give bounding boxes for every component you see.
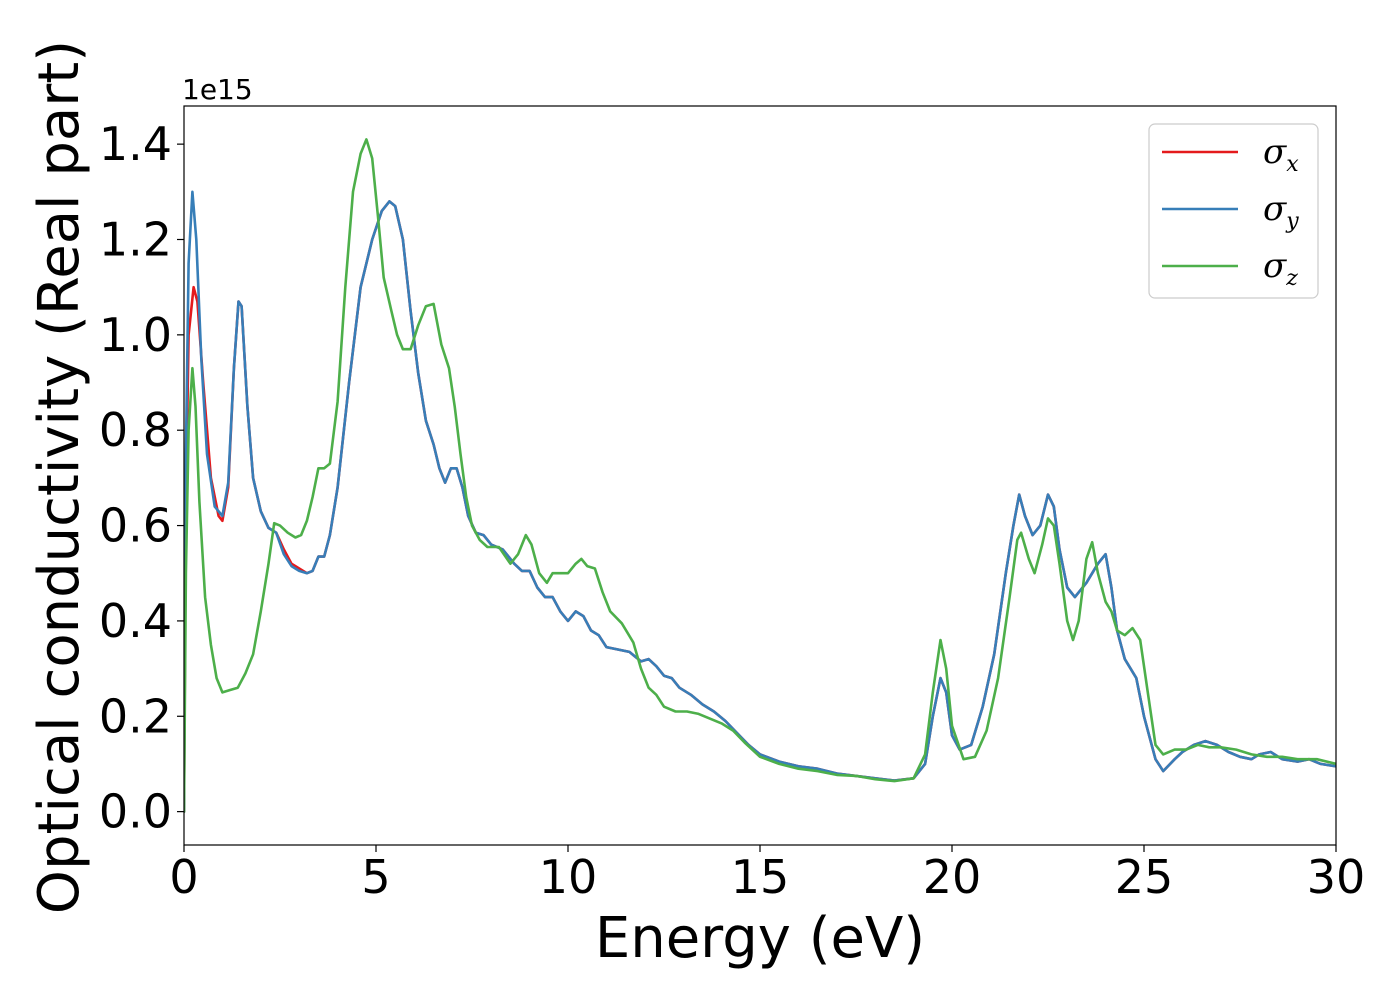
y-offset-label: 1e15 — [182, 73, 253, 106]
series-layer — [184, 138, 1336, 813]
legend-label-x: σx — [1263, 132, 1299, 177]
y-tick-label: 0.0 — [99, 785, 172, 839]
legend-label-z: σz — [1263, 246, 1298, 291]
x-tick-label: 20 — [923, 850, 982, 904]
x-tick-label: 15 — [731, 850, 790, 904]
x-tick-label: 0 — [169, 850, 198, 904]
x-tick-label: 30 — [1307, 850, 1366, 904]
series-line-y — [184, 190, 1336, 813]
y-tick-label: 1.2 — [99, 212, 172, 266]
x-axis: 0 5 10 15 20 25 30 — [169, 845, 1365, 904]
y-axis-label: Optical conductivity (Real part) — [27, 40, 92, 914]
y-tick-label: 0.8 — [99, 403, 172, 457]
legend-label-y: σy — [1263, 189, 1299, 234]
y-tick-label: 1.4 — [99, 117, 172, 171]
legend: σx σy σz — [1148, 123, 1319, 299]
x-axis-label: Energy (eV) — [595, 906, 925, 971]
x-tick-label: 5 — [361, 850, 390, 904]
y-tick-label: 1.0 — [99, 308, 172, 362]
x-tick-label: 10 — [539, 850, 598, 904]
x-tick-label: 25 — [1115, 850, 1174, 904]
y-tick-label: 0.2 — [99, 689, 172, 743]
series-line-z — [184, 138, 1336, 813]
y-axis: 0.0 0.2 0.4 0.6 0.8 1.0 1.2 1.4 — [99, 117, 184, 839]
y-tick-label: 0.6 — [99, 499, 172, 553]
y-tick-label: 0.4 — [99, 594, 172, 648]
legend-frame — [1148, 123, 1319, 299]
